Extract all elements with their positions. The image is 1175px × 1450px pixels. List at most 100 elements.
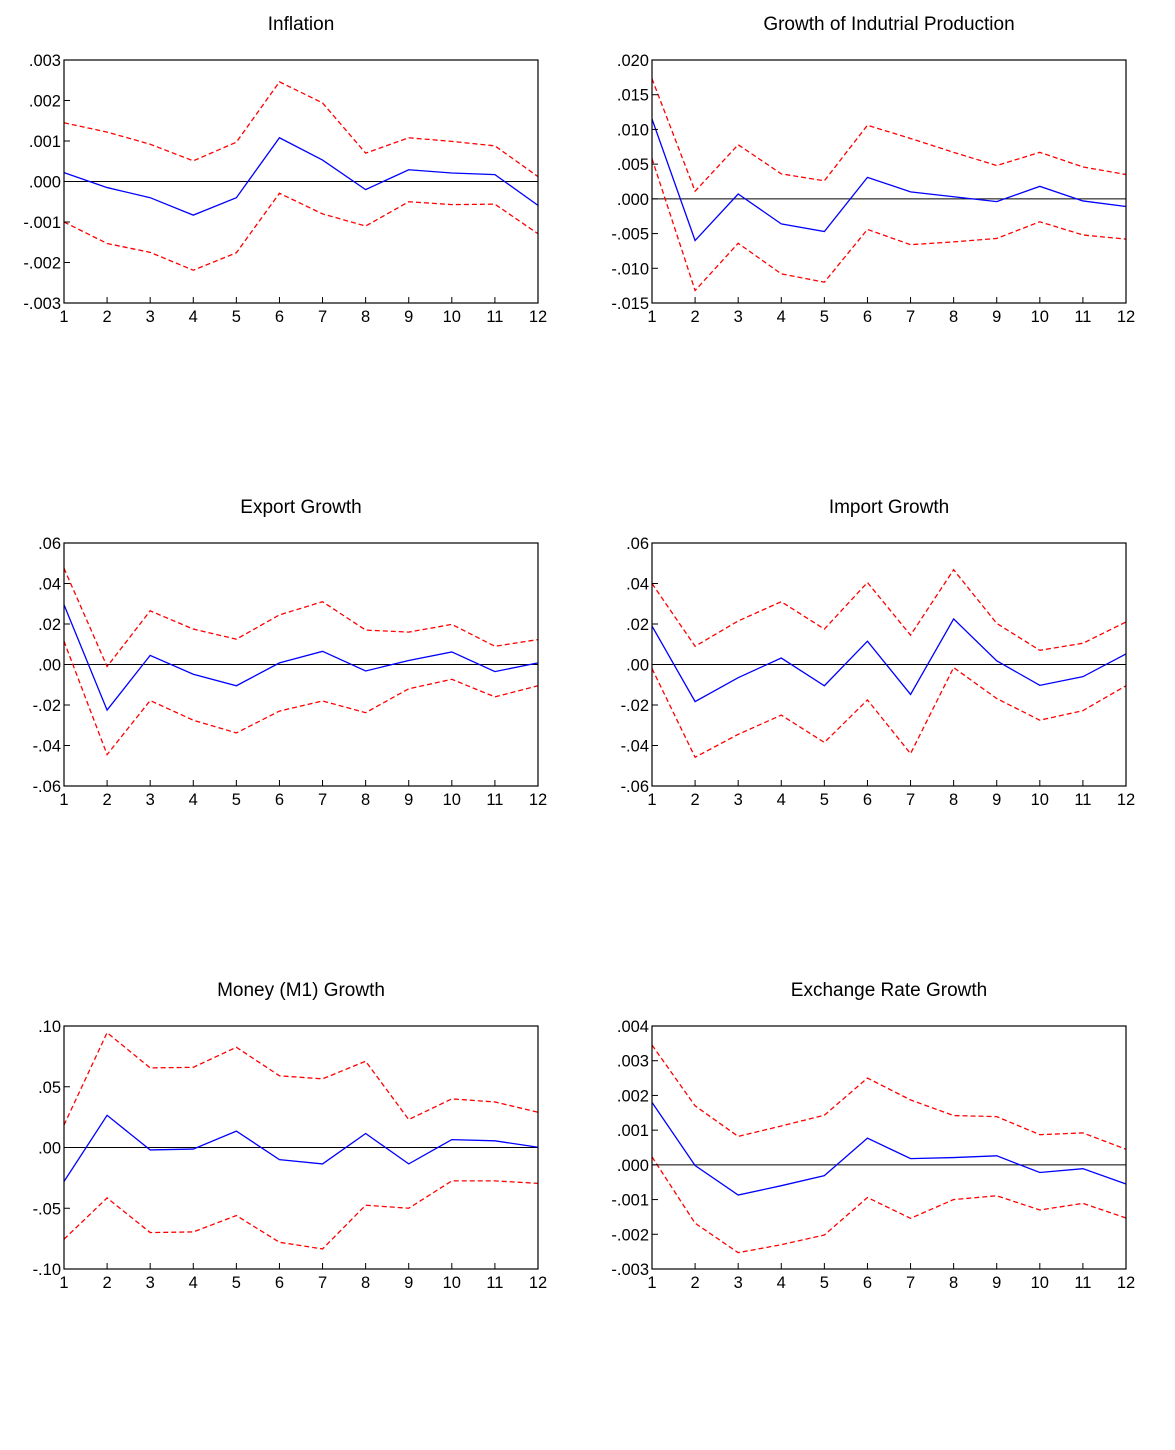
chart-1-frame: [651, 59, 1127, 304]
chart-2-series-upper: [63, 568, 539, 668]
chart-2-xtick-label: 3: [146, 791, 155, 809]
chart-2-xtick-label: 5: [232, 791, 241, 809]
chart-3-xtick-label: 11: [1074, 791, 1091, 809]
chart-3-xtick-label: 7: [906, 791, 915, 809]
chart-0-series-response: [63, 136, 539, 216]
chart-3-xtick-label: 8: [949, 791, 958, 809]
chart-4-ytick-label: -.10: [33, 1261, 61, 1279]
chart-2-xtick-label: 8: [361, 791, 370, 809]
chart-2-xtick-label: 11: [486, 791, 503, 809]
chart-5-ytick-label: .003: [617, 1053, 649, 1071]
chart-3-title: Import Growth: [829, 497, 949, 518]
chart-4-ytick-label: -.05: [33, 1200, 61, 1218]
chart-4-xtick-label: 11: [486, 1274, 503, 1292]
chart-4-xtick-label: 4: [189, 1274, 198, 1292]
chart-5-series-response: [651, 1102, 1127, 1196]
chart-5-xtick-label: 6: [863, 1274, 872, 1292]
chart-3-series-upper: [651, 568, 1127, 652]
chart-2-ytick-label: -.06: [33, 778, 61, 796]
chart-2-xtick-label: 12: [529, 791, 547, 809]
chart-0-xtick-label: 10: [443, 308, 461, 326]
chart-panel-export-growth: Export Growth .06.04.02.00 -.02 -.04 -.06 1 2 3…: [0, 483, 587, 966]
chart-2-ytick-label: .02: [38, 616, 61, 634]
chart-0-xtick-label: 7: [318, 308, 327, 326]
chart-import-growth: Import Growth.06.04.02.00-.02-.04-.061 2 3…: [621, 497, 1136, 809]
chart-2-xtick-label: 10: [443, 791, 461, 809]
chart-5-frame: [651, 1025, 1127, 1270]
chart-4-ytick-label: .05: [38, 1079, 61, 1097]
chart-4-xtick-label: 8: [361, 1274, 370, 1292]
chart-5-ytick-label: -.003: [611, 1261, 649, 1279]
chart-4-xtick-label: 5: [232, 1274, 241, 1292]
chart-1-xtick-label: 11: [1074, 308, 1091, 326]
chart-2-series-lower: [63, 640, 539, 756]
chart-4-xtick-label: 3: [146, 1274, 155, 1292]
chart-5-series-lower: [651, 1156, 1127, 1254]
chart-1-ytick-label: -.015: [611, 295, 649, 313]
chart-0-xtick-label: 3: [146, 308, 155, 326]
chart-panel-import-growth: Import Growth .06.04.02.00 -.02 -.04 -.06 1 2 3…: [588, 483, 1175, 966]
chart-5-xtick-label: 8: [949, 1274, 958, 1292]
chart-0-ytick-label: .003: [29, 52, 61, 70]
chart-2-xtick-label: 7: [318, 791, 327, 809]
chart-5-xtick-label: 3: [734, 1274, 743, 1292]
chart-3-ytick-label: .02: [626, 616, 649, 634]
chart-1-xtick-label: 6: [863, 308, 872, 326]
chart-1-series-lower: [651, 158, 1127, 292]
chart-5-xtick-label: 11: [1074, 1274, 1091, 1292]
chart-1-title: Growth of Indutrial Production: [763, 14, 1014, 35]
chart-5-xtick-label: 4: [777, 1274, 786, 1292]
chart-2-series-response: [63, 604, 539, 712]
chart-3-series-lower: [651, 666, 1127, 759]
chart-5-xtick-label: 2: [690, 1274, 699, 1292]
chart-5-ytick-label: .001: [617, 1122, 649, 1140]
chart-2-ytick-label: .00: [38, 657, 61, 675]
chart-4-series-response: [63, 1114, 539, 1182]
chart-0-ytick-label: -.003: [23, 295, 61, 313]
chart-1-xtick-label: 4: [777, 308, 786, 326]
chart-3-ytick-label: .04: [626, 576, 649, 594]
chart-3-xtick-label: 2: [690, 791, 699, 809]
chart-3-ytick-label: .06: [626, 535, 649, 553]
chart-panel-industrial-production: Growth of Indutrial Production .020 .015 .0…: [588, 0, 1175, 483]
chart-3-ytick-label: -.06: [621, 778, 649, 796]
chart-1-xtick-label: 2: [690, 308, 699, 326]
chart-1-xtick-label: 10: [1031, 308, 1049, 326]
chart-1-ytick-label: -.005: [611, 226, 649, 244]
chart-3-series-response: [651, 617, 1127, 703]
chart-5-xtick-label: 9: [992, 1274, 1001, 1292]
chart-2-xtick-label: 1: [59, 791, 68, 809]
chart-0-xtick-label: 2: [102, 308, 111, 326]
chart-1-xtick-label: 9: [992, 308, 1001, 326]
chart-0-ytick-label: .002: [29, 93, 61, 111]
chart-5-ytick-label: .004: [617, 1018, 649, 1036]
chart-5-xtick-label: 7: [906, 1274, 915, 1292]
chart-0-xtick-label: 9: [404, 308, 413, 326]
chart-0-xtick-label: 12: [529, 308, 547, 326]
chart-3-ytick-label: -.04: [621, 738, 649, 756]
chart-5-title: Exchange Rate Growth: [791, 980, 987, 1001]
chart-5-xtick-label: 10: [1031, 1274, 1049, 1292]
chart-4-xtick-label: 12: [529, 1274, 547, 1292]
chart-0-xtick-label: 4: [189, 308, 198, 326]
chart-3-xtick-label: 9: [992, 791, 1001, 809]
chart-3-xtick-label: 6: [863, 791, 872, 809]
chart-0-xtick-label: 8: [361, 308, 370, 326]
chart-5-ytick-label: .002: [617, 1087, 649, 1105]
chart-3-ytick-label: .00: [626, 657, 649, 675]
chart-4-xtick-label: 1: [59, 1274, 68, 1292]
chart-2-xtick-label: 4: [189, 791, 198, 809]
chart-2-xtick-label: 2: [102, 791, 111, 809]
chart-0-xtick-label: 5: [232, 308, 241, 326]
chart-0-ytick-label: -.001: [23, 214, 61, 232]
chart-2-ytick-label: -.02: [33, 697, 61, 715]
chart-panel-inflation: Inflation .003 .002 .001 .000 -.001 -.002 -.003…: [0, 0, 587, 483]
chart-4-ytick-label: .00: [38, 1140, 61, 1158]
chart-exchange-rate-growth: Exchange Rate Growth .004 .003 .002 .001 .000…: [611, 980, 1135, 1292]
chart-3-xtick-label: 3: [734, 791, 743, 809]
chart-1-ytick-label: .005: [617, 156, 649, 174]
chart-4-series-upper: [63, 1031, 539, 1126]
chart-2-ytick-label: -.04: [33, 738, 61, 756]
chart-4-xtick-label: 2: [102, 1274, 111, 1292]
chart-0-ytick-label: .000: [29, 174, 61, 192]
